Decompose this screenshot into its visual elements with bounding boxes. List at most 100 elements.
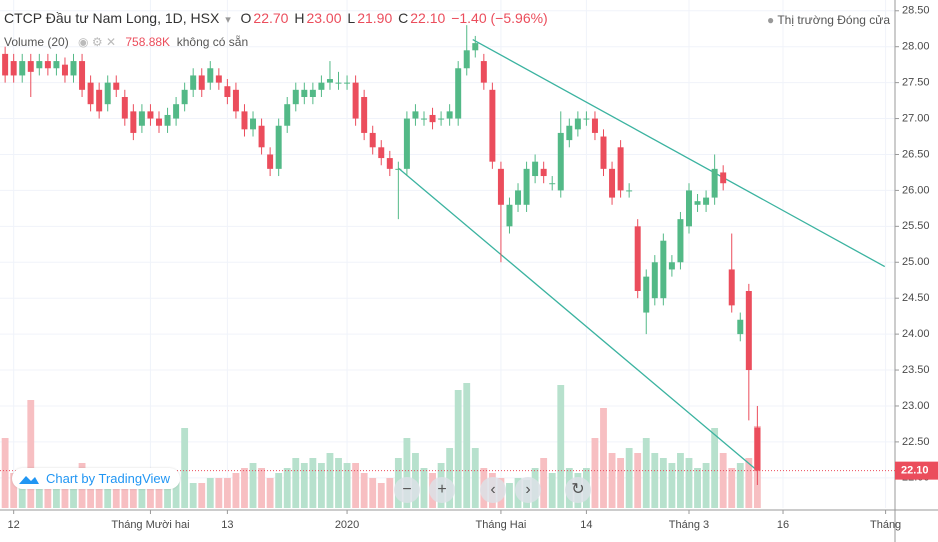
volume-bar [155, 478, 163, 508]
ohlc-key: C [398, 10, 409, 26]
candle-body [241, 111, 248, 130]
volume-bar [104, 483, 112, 508]
candle-body [232, 89, 239, 112]
x-tick-label: 16 [777, 519, 789, 531]
candle-body [318, 82, 325, 90]
volume-bar [625, 448, 633, 508]
candle-body [489, 89, 496, 162]
volume-bar [600, 408, 607, 508]
candle-body [104, 82, 111, 105]
ohlc-key: L [347, 10, 356, 26]
volume-bar [685, 458, 693, 508]
candle-body [44, 61, 51, 69]
volume-bar [215, 478, 223, 508]
candles [2, 25, 761, 486]
candle-body [369, 132, 376, 148]
volume-title: Volume (20) [4, 35, 69, 49]
volume-bar [608, 453, 616, 508]
last-price-label: 22.10 [901, 465, 929, 477]
volume-bar [446, 448, 454, 508]
volume-bar [249, 463, 257, 508]
candle-body [703, 197, 710, 205]
volume-bar [283, 468, 291, 508]
candle-body [438, 118, 445, 120]
volume-bar [454, 390, 462, 508]
candle-body [532, 161, 539, 177]
candle-body [455, 68, 462, 119]
y-tick-label: 28.50 [902, 5, 930, 17]
candle-body [403, 118, 410, 169]
candle-body [737, 319, 744, 335]
candle-body [224, 86, 231, 98]
volume-bar [206, 478, 214, 508]
zoom-out-button[interactable]: − [394, 477, 420, 503]
volume-bar [300, 463, 308, 508]
x-tick-label: Tháng 3 [669, 519, 709, 531]
volume-bar [745, 458, 753, 508]
scroll-left-button[interactable]: ‹ [480, 477, 506, 503]
reset-button[interactable]: ↻ [565, 477, 591, 503]
volume-bar [95, 478, 103, 508]
candle-body [626, 190, 633, 192]
volume-bar [241, 468, 248, 508]
zoom-in-button[interactable]: + [429, 477, 455, 503]
volume-bar [35, 473, 43, 508]
candle-body [121, 97, 128, 119]
candle-body [574, 118, 581, 130]
volume-bar [728, 468, 736, 508]
y-tick-label: 23.00 [902, 400, 930, 412]
volume-bar [309, 458, 317, 508]
y-tick-label: 24.50 [902, 292, 930, 304]
candle-body [215, 75, 222, 83]
trendlines [397, 38, 886, 472]
candle-body [754, 427, 761, 471]
candle-body [694, 201, 701, 205]
candle-body [651, 262, 658, 299]
candle-body [352, 82, 359, 119]
volume-bar [258, 468, 265, 508]
volume-bar [198, 483, 206, 508]
candle-body [113, 82, 120, 90]
branding-badge[interactable]: Chart by TradingView [12, 468, 181, 489]
ohlc-value: 22.70 [253, 10, 289, 26]
volume-bar [292, 458, 300, 508]
candle-body [190, 75, 197, 90]
candle-body [361, 97, 368, 133]
ohlc-value: 22.10 [410, 10, 446, 26]
candle-body [27, 61, 34, 72]
candle-body [138, 111, 145, 126]
candle-body [70, 61, 77, 76]
candle-body [173, 104, 180, 119]
volume-bar [557, 385, 565, 508]
volume-bar [275, 473, 283, 508]
y-tick-label: 27.50 [902, 77, 930, 89]
candle-body [96, 89, 103, 112]
volume-bar [634, 453, 642, 508]
y-tick-label: 27.00 [902, 112, 930, 124]
scroll-right-button[interactable]: › [515, 477, 541, 503]
candle-body [87, 82, 94, 105]
candle-body [344, 82, 351, 84]
x-tick-label: 14 [580, 519, 592, 531]
ohlc-value: 23.00 [306, 10, 342, 26]
volume-bar [702, 463, 710, 508]
volume-bar [181, 428, 189, 508]
y-tick-label: 26.50 [902, 148, 930, 160]
candle-body [156, 118, 162, 126]
candle-body [53, 61, 60, 69]
candle-body [412, 111, 419, 119]
volume-bar [44, 478, 52, 508]
ohlc-key: O [240, 10, 252, 26]
volume-bar [386, 478, 394, 508]
y-tick-label: 23.50 [902, 364, 930, 376]
candle-body [472, 43, 479, 51]
candle-body [198, 75, 205, 90]
candle-body [583, 118, 590, 120]
market-status-text: Thị trường Đóng cửa [777, 13, 890, 27]
volume-bar [651, 453, 659, 508]
candle-body [549, 183, 556, 185]
candle-body [2, 53, 9, 76]
volume-ma: không có sẵn [176, 35, 249, 49]
candle-body [557, 132, 564, 191]
